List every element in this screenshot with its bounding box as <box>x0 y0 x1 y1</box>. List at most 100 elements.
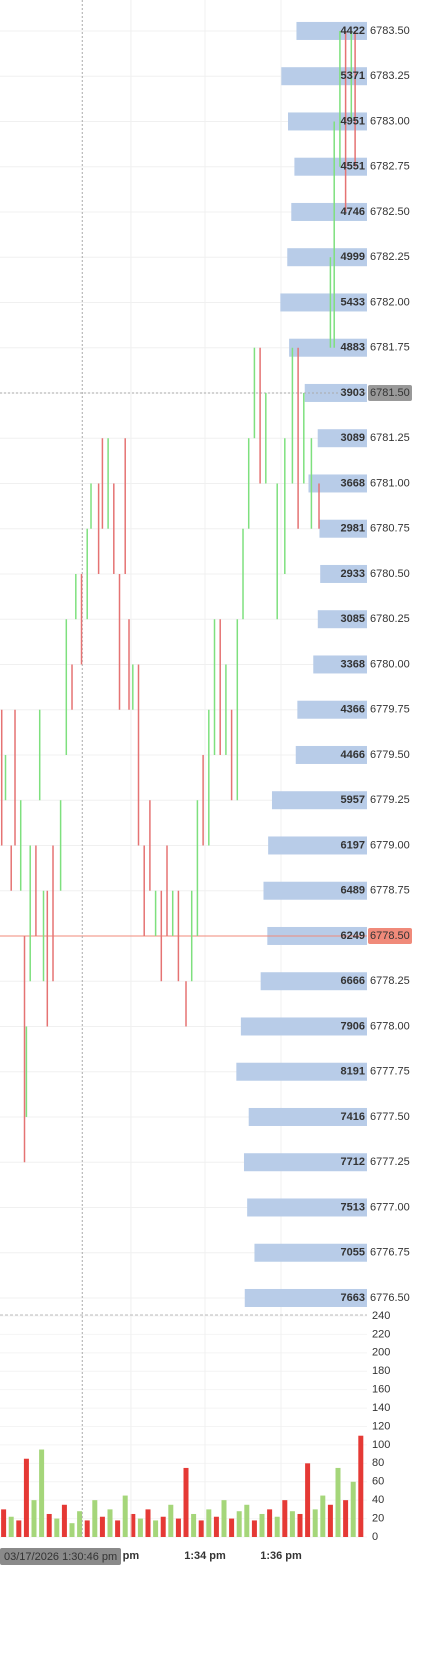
profile-bar <box>280 293 367 312</box>
y-tick-label: 20 <box>372 1512 384 1524</box>
volume-bar <box>160 1516 166 1537</box>
profile-label: 3668 <box>341 477 365 489</box>
profile-bar <box>236 1062 367 1081</box>
volume-bar <box>335 1467 341 1537</box>
volume-bar <box>206 1509 212 1537</box>
profile-bar <box>288 112 367 131</box>
y-tick-label: 40 <box>372 1494 384 1506</box>
volume-bar <box>236 1511 242 1537</box>
profile-bar <box>260 972 367 991</box>
profile-label: 7906 <box>341 1020 365 1032</box>
volume-bar <box>191 1513 197 1537</box>
profile-label: 4951 <box>341 115 365 127</box>
volume-bar <box>1 1509 7 1537</box>
volume-bar <box>350 1481 356 1537</box>
crosshair-time-bg <box>0 1548 121 1565</box>
profile-bar <box>296 21 367 40</box>
profile-bar <box>244 1288 367 1307</box>
profile-bar <box>263 881 367 900</box>
volume-bar <box>99 1516 105 1537</box>
volume-bar <box>92 1500 98 1537</box>
y-tick-label: 6781.25 <box>370 432 410 444</box>
profile-label: 6489 <box>341 885 365 897</box>
volume-bar <box>16 1520 22 1537</box>
y-tick-label: 160 <box>372 1384 390 1396</box>
profile-label: 5371 <box>341 70 365 82</box>
profile-label: 6197 <box>341 839 365 851</box>
profile-label: 4551 <box>341 161 365 173</box>
y-tick-label: 6781.50 <box>370 387 410 399</box>
profile-bar <box>319 519 367 538</box>
x-tick-label: 1:34 pm <box>184 1550 226 1562</box>
volume-bar <box>175 1518 181 1537</box>
y-tick-label: 120 <box>372 1420 390 1432</box>
volume-bar <box>145 1509 151 1537</box>
y-tick-label: 6780.50 <box>370 568 410 580</box>
volume-bar <box>312 1509 318 1537</box>
volume-bar <box>61 1504 67 1537</box>
volume-bar <box>282 1500 288 1537</box>
y-tick-label: 6777.75 <box>370 1066 410 1078</box>
x-tick-label: 1:36 pm <box>260 1550 302 1562</box>
volume-bar <box>183 1467 189 1537</box>
profile-label: 5957 <box>341 794 365 806</box>
x-tick-label: pm <box>123 1550 140 1562</box>
volume-bar <box>115 1520 121 1537</box>
profile-label: 4746 <box>341 206 365 218</box>
y-tick-label: 6779.50 <box>370 749 410 761</box>
y-tick-label: 6778.75 <box>370 885 410 897</box>
y-tick-label: 80 <box>372 1457 384 1469</box>
y-tick-label: 60 <box>372 1476 384 1488</box>
volume-bar <box>320 1495 326 1537</box>
volume-bar <box>84 1520 90 1537</box>
volume-bar <box>229 1518 235 1537</box>
y-tick-label: 6783.50 <box>370 25 410 37</box>
profile-label: 3903 <box>341 387 365 399</box>
y-tick-label: 100 <box>372 1439 390 1451</box>
crosshair-time-label: 03/17/2026 1:30:46 pm <box>4 1551 117 1563</box>
volume-bar <box>343 1500 349 1537</box>
profile-label: 8191 <box>341 1066 365 1078</box>
profile-bar <box>308 474 367 493</box>
profile-bar <box>287 248 367 267</box>
volume-bar <box>213 1516 219 1537</box>
profile-bar <box>254 1243 367 1262</box>
y-tick-label: 6783.25 <box>370 70 410 82</box>
y-tick-label: 6778.25 <box>370 975 410 987</box>
volume-bar <box>259 1513 265 1537</box>
profile-label: 4466 <box>341 749 365 761</box>
volume-bar <box>289 1511 295 1537</box>
volume-bar <box>107 1509 113 1537</box>
y-tick-label: 6780.00 <box>370 658 410 670</box>
profile-label: 4366 <box>341 704 365 716</box>
profile-label: 7416 <box>341 1111 365 1123</box>
profile-bar <box>243 1153 367 1172</box>
profile-bar <box>268 836 367 855</box>
y-tick-label: 6776.50 <box>370 1292 410 1304</box>
y-tick-label: 6782.75 <box>370 161 410 173</box>
profile-label: 4883 <box>341 342 365 354</box>
y-tick-label: 6783.00 <box>370 115 410 127</box>
volume-bar <box>23 1458 29 1537</box>
volume-bar <box>77 1511 83 1537</box>
volume-bar <box>122 1495 128 1537</box>
y-tick-label: 6779.25 <box>370 794 410 806</box>
profile-label: 4999 <box>341 251 365 263</box>
profile-label: 2981 <box>341 523 365 535</box>
profile-label: 7663 <box>341 1292 365 1304</box>
profile-bar <box>291 202 367 221</box>
y-tick-label: 6777.25 <box>370 1156 410 1168</box>
y-tick-label: 6777.00 <box>370 1201 410 1213</box>
profile-bar <box>294 157 367 176</box>
y-tick-label: 6776.75 <box>370 1247 410 1259</box>
profile-bar <box>240 1017 367 1036</box>
y-tick-label: 6781.75 <box>370 342 410 354</box>
volume-bar <box>54 1518 60 1537</box>
profile-bar <box>247 1198 367 1217</box>
volume-bar <box>137 1518 143 1537</box>
profile-bar <box>304 383 367 402</box>
volume-bar <box>267 1509 273 1537</box>
profile-label: 5433 <box>341 296 365 308</box>
volume-bar <box>274 1516 280 1537</box>
